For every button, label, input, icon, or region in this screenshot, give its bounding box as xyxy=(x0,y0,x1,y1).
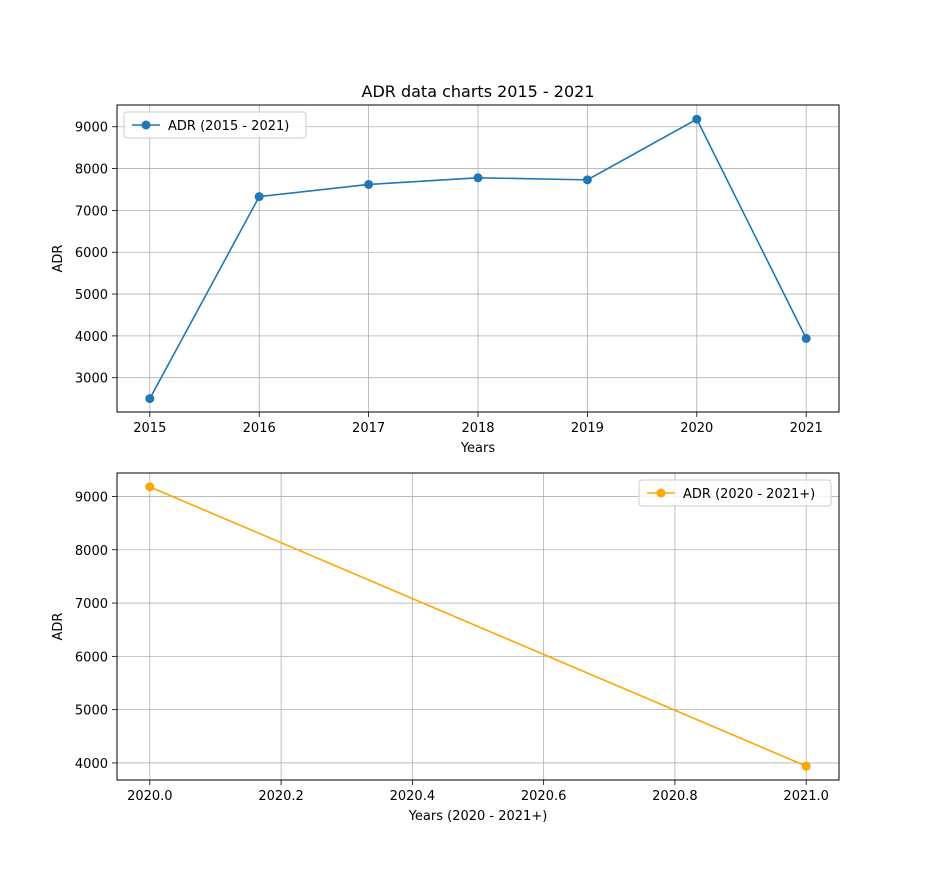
chart-adr-2015-2021: 2015 2016 2017 2018 2019 2020 2021 3000 4000 500… xyxy=(51,82,840,456)
data-point xyxy=(254,192,264,202)
y-ticks: 4000 5000 6000 7000 8000 9000 xyxy=(75,490,117,772)
x-axis-label: Years (2020 - 2021+) xyxy=(408,809,548,824)
y-tick-label: 8000 xyxy=(75,163,108,178)
legend-box xyxy=(638,479,832,507)
series-layer xyxy=(145,114,811,404)
x-tick-label: 2017 xyxy=(352,421,385,436)
data-point xyxy=(692,114,702,124)
legend-marker xyxy=(656,488,666,498)
data-point xyxy=(582,175,592,185)
x-axis-label: Years xyxy=(460,441,496,456)
x-tick-label: 2015 xyxy=(133,421,166,436)
legend-label: ADR (2015 - 2021) xyxy=(168,119,289,134)
y-tick-label: 3000 xyxy=(75,372,108,387)
y-axis-label: ADR xyxy=(51,245,66,273)
x-ticks: 2015 2016 2017 2018 2019 2020 2021 xyxy=(133,412,823,436)
y-tick-label: 7000 xyxy=(75,597,108,612)
x-tick-label: 2018 xyxy=(461,421,494,436)
data-point xyxy=(364,179,374,189)
data-point xyxy=(145,394,155,404)
x-tick-label: 2016 xyxy=(243,421,276,436)
legend-box xyxy=(123,111,307,139)
y-tick-label: 6000 xyxy=(75,650,108,665)
x-tick-label: 2020.6 xyxy=(521,789,567,804)
legend: ADR (2015 - 2021) xyxy=(123,111,307,139)
legend-label: ADR (2020 - 2021+) xyxy=(683,487,815,502)
plot-frame xyxy=(116,472,840,781)
x-tick-label: 2020.0 xyxy=(127,789,173,804)
y-tick-label: 8000 xyxy=(75,544,108,559)
chart-adr-2020-2021: 2020.0 2020.2 2020.4 2020.6 2020.8 2021.0 400… xyxy=(51,472,840,824)
y-tick-label: 9000 xyxy=(75,490,108,505)
data-point xyxy=(801,761,811,771)
grid-lines xyxy=(117,473,839,780)
x-ticks: 2020.0 2020.2 2020.4 2020.6 2020.8 2021.0 xyxy=(127,780,829,804)
x-tick-label: 2020.4 xyxy=(390,789,436,804)
legend-marker xyxy=(141,120,151,130)
data-point xyxy=(801,333,811,343)
y-tick-label: 7000 xyxy=(75,204,108,219)
legend: ADR (2020 - 2021+) xyxy=(638,479,832,507)
y-ticks: 3000 4000 5000 6000 7000 8000 9000 xyxy=(75,121,117,387)
series-line xyxy=(149,486,807,767)
series-layer xyxy=(145,482,811,771)
y-tick-label: 4000 xyxy=(75,757,108,772)
x-tick-label: 2021.0 xyxy=(783,789,829,804)
x-tick-label: 2020 xyxy=(680,421,713,436)
y-axis-label: ADR xyxy=(51,613,66,641)
y-tick-label: 6000 xyxy=(75,246,108,261)
x-tick-label: 2021 xyxy=(790,421,823,436)
grid-lines xyxy=(117,105,839,412)
chart-title: ADR data charts 2015 - 2021 xyxy=(362,82,595,101)
data-point xyxy=(473,173,483,183)
y-tick-label: 9000 xyxy=(75,121,108,136)
y-tick-label: 4000 xyxy=(75,330,108,345)
x-tick-label: 2020.2 xyxy=(258,789,304,804)
y-tick-label: 5000 xyxy=(75,704,108,719)
data-point xyxy=(145,482,155,492)
y-tick-label: 5000 xyxy=(75,288,108,303)
x-tick-label: 2020.8 xyxy=(652,789,698,804)
x-tick-label: 2019 xyxy=(571,421,604,436)
